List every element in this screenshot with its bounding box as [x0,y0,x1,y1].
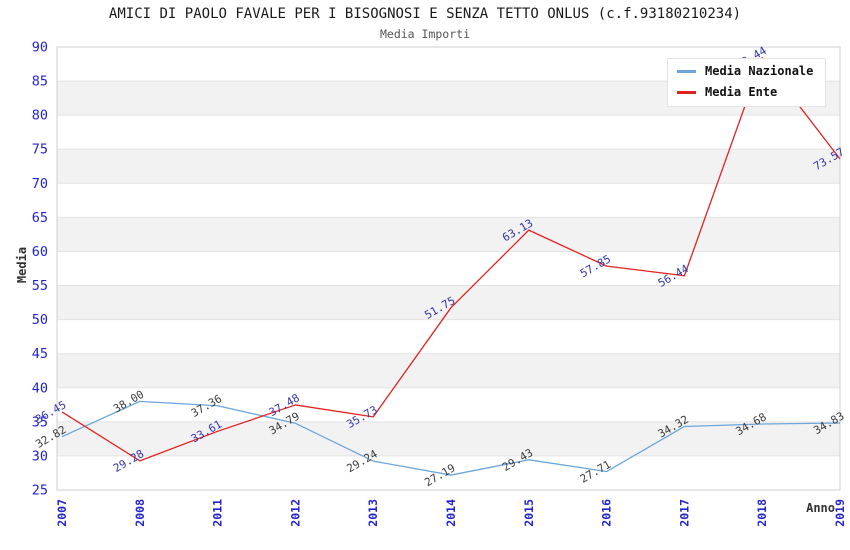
plot-border [56,46,841,491]
series-line-media-ente [61,56,841,462]
svg-text:80: 80 [32,108,48,124]
svg-text:2019: 2019 [833,499,847,527]
svg-text:2015: 2015 [522,499,536,527]
svg-text:90: 90 [32,40,48,56]
svg-text:30: 30 [32,448,48,464]
svg-text:27.19: 27.19 [422,461,457,489]
legend-item-media-ente: Media Ente [677,85,813,99]
svg-text:2018: 2018 [755,499,769,527]
svg-text:2011: 2011 [211,499,225,527]
svg-text:75: 75 [32,142,48,158]
legend-label: Media Nazionale [705,64,814,78]
svg-text:45: 45 [32,346,48,362]
svg-text:2013: 2013 [366,499,380,527]
svg-text:60: 60 [32,244,48,260]
svg-text:2007: 2007 [55,499,69,527]
svg-text:2016: 2016 [600,499,614,527]
svg-text:25: 25 [32,483,48,499]
svg-text:65: 65 [32,210,48,226]
svg-text:38.00: 38.00 [111,388,146,416]
series-line-media-nazionale [61,400,841,476]
legend-item-media-nazionale: Media Nazionale [677,64,813,78]
svg-text:55: 55 [32,278,48,294]
svg-text:40: 40 [32,380,48,396]
svg-text:2012: 2012 [288,499,302,527]
x-axis-title: Anno [806,501,835,515]
chart-legend: Media Nazionale Media Ente [667,58,827,107]
svg-text:37.36: 37.36 [189,392,224,420]
svg-text:35: 35 [32,414,48,430]
svg-text:85: 85 [32,74,48,90]
chart-title: AMICI DI PAOLO FAVALE PER I BISOGNOSI E … [108,6,742,22]
legend-swatch-media-ente-icon [677,90,696,94]
svg-text:50: 50 [32,312,48,328]
legend-swatch-media-nazionale-icon [677,69,696,73]
y-axis-title: Media [15,246,29,284]
svg-text:57.85: 57.85 [578,252,613,280]
legend-label: Media Ente [705,85,778,99]
svg-text:27.71: 27.71 [578,458,613,486]
x-tick-labels: 2007 2008 2011 2012 2013 2014 2015 2016 2017 2018… [55,499,847,527]
svg-text:2014: 2014 [444,499,458,527]
grid-bands [57,81,840,456]
chart-subtitle: Media Importi [379,27,470,41]
svg-text:70: 70 [32,176,48,192]
y-tick-labels: 25 30 35 40 45 50 55 60 65 70 75 80 85 90 [32,40,48,499]
svg-text:2017: 2017 [677,499,691,527]
svg-text:2008: 2008 [133,499,147,527]
